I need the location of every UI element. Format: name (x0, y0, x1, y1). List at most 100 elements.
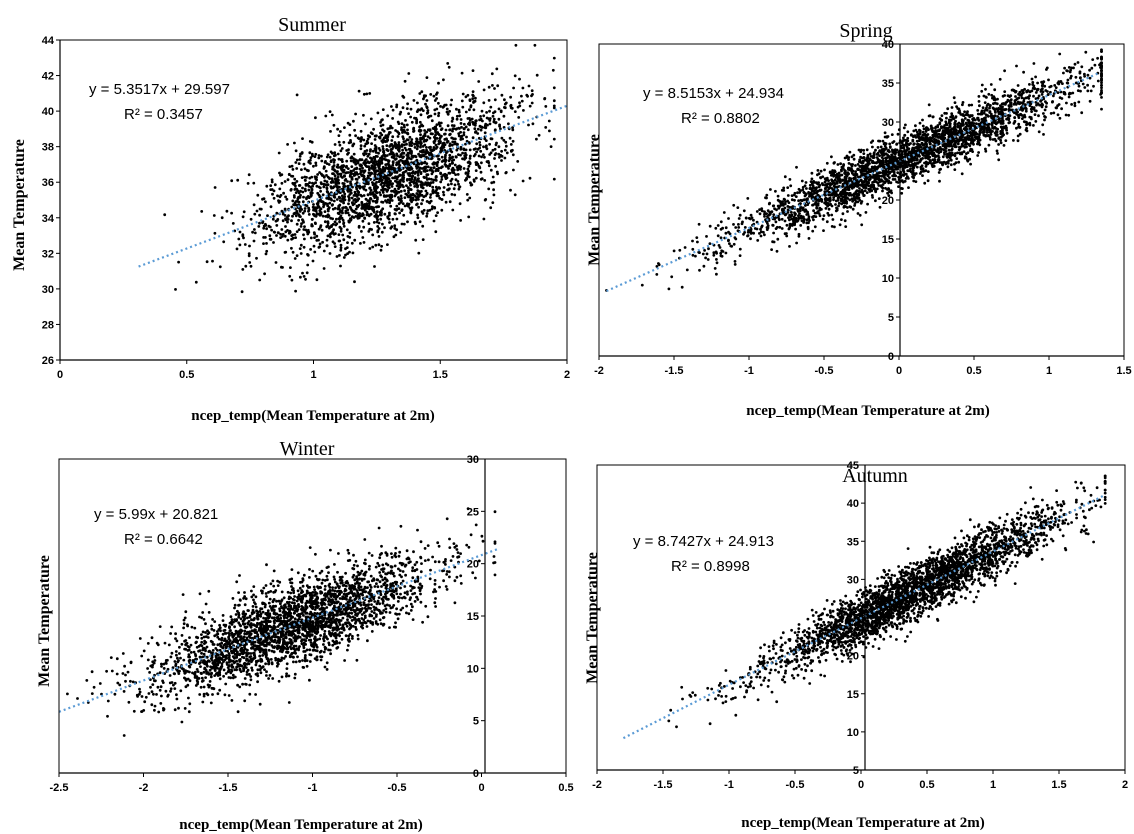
scatter-point (474, 96, 477, 100)
scatter-point (344, 247, 347, 251)
scatter-point (442, 141, 446, 145)
scatter-point (448, 133, 451, 137)
scatter-point (528, 104, 532, 108)
scatter-point (718, 246, 722, 249)
scatter-point (412, 99, 416, 102)
scatter-point (328, 197, 332, 201)
scatter-point (464, 151, 467, 155)
scatter-point (875, 180, 878, 184)
scatter-point (464, 95, 468, 99)
scatter-point (831, 218, 835, 221)
scatter-point (994, 122, 998, 126)
scatter-point (504, 171, 508, 175)
scatter-point (976, 109, 980, 112)
scatter-point (422, 175, 426, 179)
scatter-point (488, 153, 492, 156)
scatter-point (377, 243, 381, 247)
scatter-point (425, 106, 429, 110)
scatter-point (276, 194, 279, 198)
scatter-point (448, 187, 451, 191)
scatter-point (339, 248, 343, 252)
scatter-point (402, 180, 405, 183)
scatter-point (400, 155, 404, 159)
scatter-point (475, 142, 479, 146)
scatter-point (379, 168, 382, 171)
scatter-point (374, 243, 378, 247)
scatter-point (222, 240, 226, 244)
scatter-point (325, 238, 329, 242)
scatter-point (937, 136, 941, 139)
scatter-point (301, 211, 305, 215)
scatter-point (423, 134, 427, 138)
scatter-point (503, 102, 507, 106)
scatter-point (493, 153, 497, 157)
scatter-point (467, 164, 471, 168)
scatter-point (789, 184, 793, 188)
scatter-point (391, 108, 395, 112)
scatter-point (270, 180, 274, 184)
scatter-point (467, 160, 471, 164)
scatter-point (377, 205, 381, 209)
scatter-point (312, 203, 315, 206)
scatter-point (383, 157, 386, 161)
scatter-point (840, 218, 843, 222)
scatter-point (405, 123, 409, 127)
scatter-point (950, 106, 954, 109)
scatter-point (298, 154, 302, 158)
scatter-point (434, 230, 438, 234)
scatter-point (483, 179, 487, 182)
scatter-point (956, 142, 960, 146)
scatter-point (362, 113, 365, 117)
scatter-point (1015, 64, 1018, 68)
scatter-point (732, 223, 735, 226)
scatter-point (938, 179, 941, 183)
scatter-point (329, 216, 332, 220)
scatter-point (295, 167, 299, 170)
scatter-point (291, 199, 295, 203)
scatter-point (253, 228, 256, 231)
scatter-point (345, 228, 349, 232)
scatter-point (375, 220, 379, 224)
scatter-point (300, 168, 303, 172)
scatter-point (302, 245, 306, 249)
scatter-point (907, 186, 910, 190)
scatter-point (949, 158, 953, 162)
scatter-point (297, 162, 301, 166)
scatter-point (424, 152, 427, 156)
scatter-point (798, 212, 801, 215)
scatter-point (1100, 84, 1103, 87)
scatter-point (401, 94, 405, 98)
scatter-point (406, 128, 409, 132)
scatter-point (447, 65, 451, 69)
scatter-point (242, 210, 246, 214)
scatter-point (950, 133, 954, 137)
scatter-point (368, 174, 372, 177)
scatter-point (799, 224, 803, 227)
scatter-point (408, 181, 412, 185)
scatter-point (474, 119, 478, 123)
scatter-point (1052, 94, 1055, 98)
scatter-point (363, 159, 367, 163)
scatter-point (375, 181, 378, 184)
scatter-point (876, 146, 880, 149)
scatter-point (290, 246, 293, 250)
scatter-point (1100, 89, 1103, 92)
scatter-point (342, 238, 346, 242)
scatter-point (439, 149, 443, 153)
scatter-point (375, 191, 379, 195)
scatter-point (476, 132, 480, 135)
scatter-point (984, 87, 987, 91)
scatter-point (314, 181, 317, 185)
scatter-point (548, 129, 551, 133)
scatter-point (330, 177, 334, 181)
scatter-point (749, 230, 753, 234)
scatter-point (311, 184, 314, 188)
scatter-point (380, 230, 384, 234)
scatter-point (297, 218, 300, 222)
scatter-point (497, 145, 501, 149)
scatter-point (783, 232, 787, 236)
scatter-point (370, 167, 374, 170)
scatter-point (941, 144, 945, 148)
x-tick-label: -1 (744, 365, 754, 377)
scatter-point (782, 197, 786, 201)
